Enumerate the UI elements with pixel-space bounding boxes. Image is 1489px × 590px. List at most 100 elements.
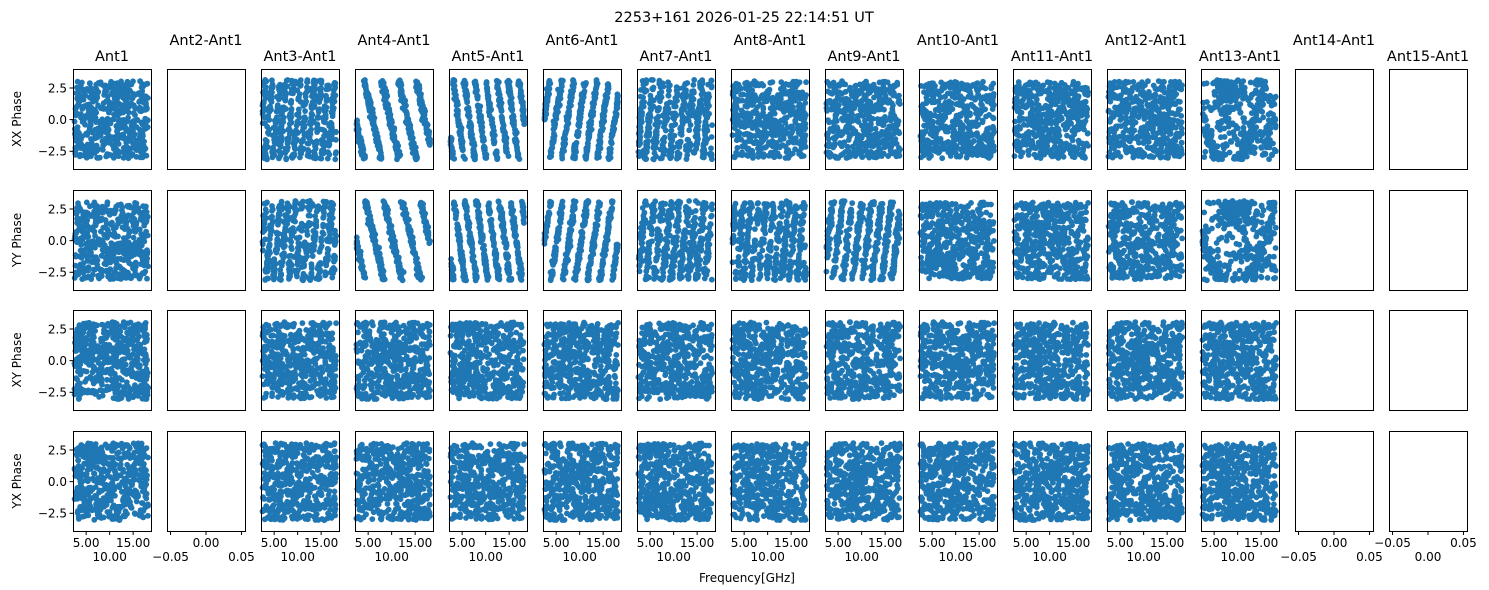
data-point — [299, 228, 305, 234]
data-point — [289, 246, 295, 252]
data-point — [72, 275, 78, 281]
data-point — [109, 251, 115, 257]
data-point — [373, 244, 379, 250]
data-point — [263, 391, 269, 397]
data-point — [272, 134, 278, 140]
data-point — [322, 106, 328, 112]
data-point — [308, 378, 314, 384]
x-tick-label: 15.00 — [304, 536, 338, 550]
data-point — [286, 253, 292, 259]
data-point — [310, 243, 316, 249]
data-point — [260, 120, 266, 126]
data-point — [277, 208, 283, 214]
data-point — [327, 205, 333, 211]
data-point — [278, 144, 284, 150]
data-point — [299, 139, 305, 145]
data-point — [287, 271, 293, 277]
data-point — [305, 153, 311, 159]
data-point — [262, 218, 268, 224]
data-point — [397, 270, 403, 276]
data-point — [132, 511, 138, 517]
data-point — [98, 123, 104, 129]
data-point — [307, 277, 313, 283]
data-point — [327, 229, 333, 235]
data-point — [384, 102, 390, 108]
data-point — [102, 359, 108, 365]
data-point — [322, 202, 328, 208]
data-point — [426, 240, 432, 246]
data-point — [305, 242, 311, 248]
data-point — [404, 109, 410, 115]
data-point — [134, 220, 140, 226]
data-point — [271, 148, 277, 154]
data-point — [115, 396, 121, 402]
data-point — [295, 337, 301, 343]
y-axis-label: XX Phase — [10, 91, 24, 147]
data-point — [324, 256, 330, 262]
x-tick-label: 10.00 — [280, 550, 314, 564]
data-point — [115, 364, 121, 370]
data-point — [281, 365, 287, 371]
data-point — [143, 229, 149, 235]
data-point — [427, 136, 433, 142]
data-point — [132, 272, 138, 278]
data-point — [98, 268, 104, 274]
y-tick-label: −2.5 — [38, 145, 67, 159]
data-point — [143, 355, 149, 361]
column-title: Ant2-Ant1 — [170, 33, 243, 49]
column-title: Ant1 — [95, 49, 129, 65]
data-point — [326, 86, 332, 92]
data-point — [111, 146, 117, 152]
data-point — [100, 388, 106, 394]
x-tick-label: 0.00 — [193, 536, 220, 550]
data-point — [399, 82, 405, 88]
data-point — [275, 510, 281, 516]
data-point — [279, 135, 285, 141]
data-point — [354, 121, 360, 127]
data-point — [134, 499, 140, 505]
data-point — [137, 154, 143, 160]
data-point — [306, 141, 312, 147]
data-point — [77, 87, 83, 93]
data-point — [95, 134, 101, 140]
data-point — [372, 238, 378, 244]
data-point — [285, 127, 291, 133]
data-point — [290, 218, 296, 224]
data-point — [144, 259, 150, 265]
data-point — [105, 199, 111, 205]
data-point — [137, 78, 143, 84]
data-point — [144, 477, 150, 483]
data-point — [82, 122, 88, 128]
data-point — [424, 228, 430, 234]
y-tick-label: 2.5 — [48, 81, 67, 95]
data-point — [325, 511, 331, 517]
data-point — [277, 275, 283, 281]
data-point — [94, 143, 100, 149]
data-point — [291, 395, 297, 401]
data-point — [297, 155, 303, 161]
data-point — [280, 474, 286, 480]
data-point — [332, 489, 338, 495]
data-point — [144, 383, 150, 389]
data-point — [302, 123, 308, 129]
data-point — [309, 270, 315, 276]
data-point — [264, 515, 270, 521]
figure-title: 2253+161 2026-01-25 22:14:51 UT — [614, 10, 874, 26]
data-point — [358, 265, 364, 271]
data-point — [110, 455, 116, 461]
panel-ant4-ant1-xy — [354, 311, 434, 411]
data-point — [268, 333, 274, 339]
data-point — [280, 255, 286, 261]
panel-ant2-ant1-xx — [168, 70, 246, 170]
data-point — [285, 322, 291, 328]
data-point — [275, 231, 281, 237]
data-point — [133, 240, 139, 246]
data-point — [145, 502, 151, 508]
data-point — [329, 221, 335, 227]
data-point — [290, 91, 296, 97]
data-point — [298, 346, 304, 352]
data-point — [401, 99, 407, 105]
data-point — [283, 156, 289, 162]
data-point — [138, 458, 144, 464]
data-point — [320, 222, 326, 228]
